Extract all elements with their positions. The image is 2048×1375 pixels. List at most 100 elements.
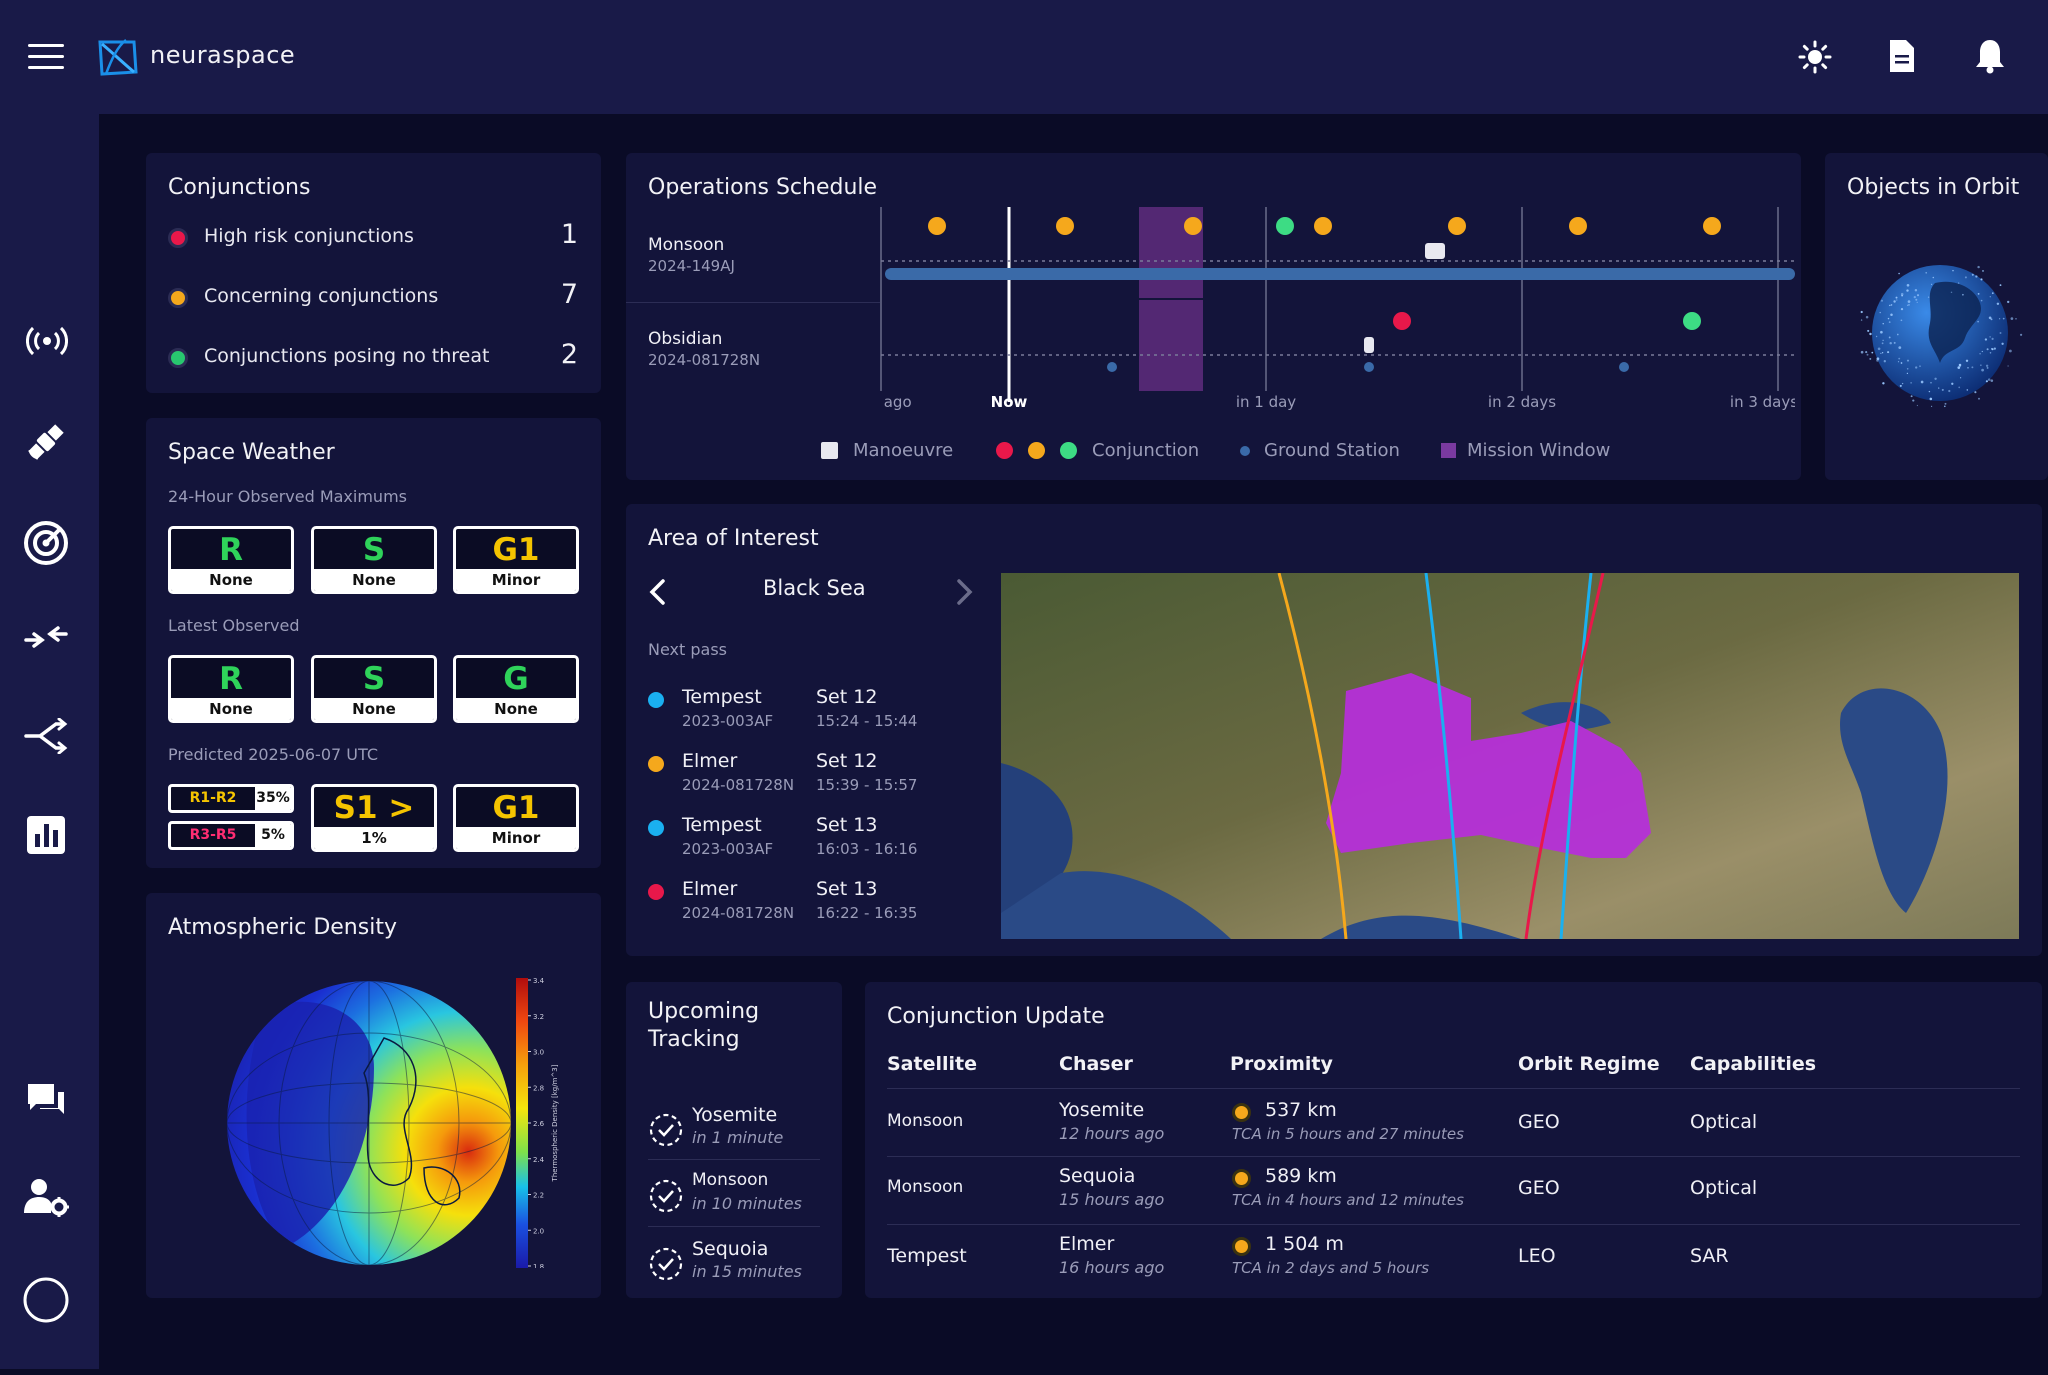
manoeuvre-marker[interactable] [1364,337,1374,353]
orbit-object-dot [1919,365,1921,367]
s-level: None [314,569,434,591]
conjunction-marker[interactable] [1703,217,1721,235]
conjunction-row-concerning[interactable]: Concerning conjunctions 7 [168,279,578,311]
table-row[interactable]: Monsoon Yosemite 12 hours ago 537 km TCA… [865,1089,2042,1155]
conjunctions-panel: Conjunctions High risk conjunctions 1 Co… [146,153,601,393]
conjunction-marker[interactable] [1276,217,1294,235]
orbit-object-dot [1930,405,1933,408]
chevron-right-icon[interactable] [956,578,974,606]
orbit-object-dot [1896,299,1898,301]
sat-row-monsoon[interactable]: Monsoon 2024-149AJ [648,235,735,275]
sun-icon[interactable] [1798,40,1832,74]
conjunction-marker[interactable] [1393,312,1411,330]
cell-chaser: Elmer [1059,1233,1115,1255]
pass-time: 15:39 - 15:57 [816,776,918,794]
orbit-object-dot [1866,353,1869,356]
conjunction-row-no-threat[interactable]: Conjunctions posing no threat 2 [168,339,578,371]
table-row[interactable]: Tempest Elmer 16 hours ago 1 504 m TCA i… [865,1225,2042,1291]
orbit-object-dot [1987,378,1991,381]
tracking-divider [648,1159,820,1160]
legend-label: Conjunction [1092,440,1200,461]
conjunction-marker[interactable] [928,217,946,235]
menu-icon[interactable] [28,43,64,71]
pass-date: Set 13 [816,814,878,836]
satellite-icon[interactable] [24,420,68,464]
tracking-name: Sequoia [692,1238,769,1260]
conjunction-count: 7 [560,279,578,310]
orbit-object-dot [1875,335,1878,338]
antenna-icon[interactable] [26,326,68,356]
ground-station-marker[interactable] [1107,362,1117,372]
track-blue-1 [1424,573,1463,939]
orbit-object-dot [1950,291,1953,294]
cell-chaser-time: 15 hours ago [1059,1190,1165,1209]
table-row[interactable]: Monsoon Sequoia 15 hours ago 589 km TCA … [865,1157,2042,1223]
circle-icon[interactable] [22,1276,70,1324]
col-satellite: Satellite [887,1053,977,1075]
time-label: 12h ago [880,393,912,411]
tracking-item[interactable]: Yosemite in 1 minute [638,1096,824,1162]
merge-icon[interactable] [24,622,68,652]
legend-label: Mission Window [1467,440,1611,461]
orbit-object-dot [1944,405,1946,408]
orbit-object-dot [1977,265,1980,269]
ground-station-marker[interactable] [1364,362,1374,372]
r-probability: 5% [255,824,291,847]
radar-icon[interactable] [23,520,69,566]
pass-item[interactable]: Tempest 2023-003AF Set 13 16:03 - 16:16 [648,814,968,866]
aoi-map[interactable] [1001,573,2019,939]
conjunction-marker[interactable] [1569,217,1587,235]
orbit-object-dot [1971,273,1974,276]
orbit-object-dot [1916,294,1920,297]
split-icon[interactable] [24,718,68,754]
r-range: R1-R2 [189,790,237,806]
chevron-left-icon[interactable] [648,578,666,606]
g-code: G1 [492,532,540,568]
conjunction-marker[interactable] [1448,217,1466,235]
proximity-dot [1232,1237,1251,1256]
orbit-object-dot [1876,359,1879,362]
tracking-item[interactable]: Sequoia in 15 minutes [638,1230,824,1296]
pass-item[interactable]: Tempest 2023-003AF Set 12 15:24 - 15:44 [648,686,968,738]
sidebar [0,114,99,1369]
orbit-object-dot [1981,368,1984,372]
orbit-object-dot [1888,336,1891,339]
g-scale-latest: G None [453,655,579,723]
conjunction-marker[interactable] [1056,217,1074,235]
orbit-object-dot [1898,272,1900,275]
pass-item[interactable]: Elmer 2024-081728N Set 12 15:39 - 15:57 [648,750,968,802]
orbit-object-dot [1980,299,1983,302]
conjunction-marker[interactable] [1683,312,1701,330]
document-icon[interactable] [1888,38,1916,74]
conjunction-marker[interactable] [1184,217,1202,235]
density-globe[interactable] [224,978,514,1268]
bell-icon[interactable] [1974,38,2006,74]
legend-label: Manoeuvre [853,440,954,461]
orbit-object-dot [1944,402,1947,405]
ground-station-marker[interactable] [1619,362,1629,372]
orbit-globe[interactable] [1845,253,2035,413]
bar-chart-icon[interactable] [27,816,65,854]
conjunction-marker[interactable] [1314,217,1332,235]
pass-dot [648,756,664,772]
time-label: in 3 days [1730,393,1795,411]
schedule-timeline[interactable]: 12h ago Now in 1 day in 2 days in 3 days [880,207,1795,427]
orbit-object-dot [2007,300,2010,304]
orbit-object-dot [1860,350,1864,354]
cell-tca: TCA in 5 hours and 27 minutes [1232,1125,1464,1143]
colorbar-tick-label: 2.8 [533,1084,544,1092]
s-level: None [314,698,434,720]
manoeuvre-marker[interactable] [1425,243,1445,259]
tracking-time: in 1 minute [692,1128,784,1147]
tracking-name: Monsoon [692,1170,769,1190]
orbit-object-dot [1930,381,1932,384]
chat-icon[interactable] [26,1082,66,1120]
legend-label: Ground Station [1264,440,1400,461]
conjunction-row-high[interactable]: High risk conjunctions 1 [168,219,578,251]
orbit-object-dot [1984,338,1988,341]
orbit-object-dot [1877,347,1881,351]
pass-item[interactable]: Elmer 2024-081728N Set 13 16:22 - 16:35 [648,878,968,930]
tracking-item[interactable]: Monsoon in 10 minutes [638,1162,824,1228]
user-settings-icon[interactable] [23,1177,69,1217]
sat-row-obsidian[interactable]: Obsidian 2024-081728N [648,329,760,369]
